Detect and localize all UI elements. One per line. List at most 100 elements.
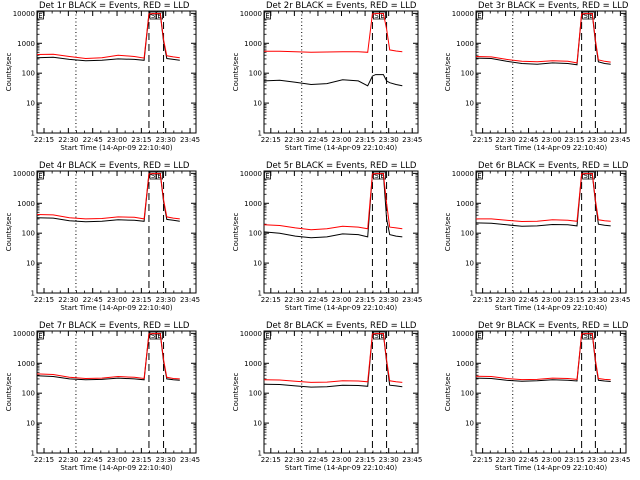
x-tick-label: 22:15	[261, 296, 281, 304]
marker-box	[156, 171, 163, 180]
x-tick-label: 23:45	[402, 136, 422, 144]
marker-label: E	[38, 332, 42, 340]
x-tick-label: 22:30	[58, 136, 78, 144]
y-axis-label: Counts/sec	[5, 53, 13, 92]
marker-label: E	[38, 12, 42, 20]
x-tick-label: 23:45	[610, 456, 630, 464]
y-tick-label: 100	[461, 70, 474, 78]
x-tick-label: 22:30	[495, 296, 515, 304]
y-tick-label: 100	[249, 390, 262, 398]
marker-label: E	[265, 332, 269, 340]
marker-box	[264, 171, 271, 180]
x-tick-label: 23:00	[107, 136, 127, 144]
series-line-lld	[36, 13, 180, 60]
x-tick-label: 23:45	[180, 296, 200, 304]
series-line-events	[36, 173, 180, 223]
marker-label: E	[380, 12, 384, 20]
y-tick-label: 10000	[240, 330, 262, 338]
marker-label: E	[157, 12, 161, 20]
marker-box	[587, 331, 595, 340]
x-tick-label: 22:45	[308, 456, 328, 464]
marker-label: S	[374, 12, 379, 20]
marker-box	[37, 331, 44, 340]
y-tick-label: 100	[461, 390, 474, 398]
y-tick-label: 1	[31, 450, 35, 458]
chart-panel-1: Det 1r BLACK = Events, RED = LLD 1 10 100 10…	[5, 1, 200, 152]
plot-frame	[36, 170, 197, 294]
y-tick-label: 10000	[240, 170, 262, 178]
chart-title: Det 1r BLACK = Events, RED = LLD	[39, 1, 190, 11]
x-tick-label: 22:30	[284, 296, 304, 304]
x-tick-label: 22:30	[495, 456, 515, 464]
x-tick-label: 22:45	[83, 456, 103, 464]
x-axis-label: Start Time (14-Apr-09 22:10:40)	[60, 304, 172, 312]
series-line-events	[475, 173, 611, 227]
series-line-lld	[36, 333, 180, 380]
y-axis-label: Counts/sec	[5, 213, 13, 252]
marker-box	[156, 331, 163, 340]
x-tick-label: 23:15	[564, 136, 584, 144]
series-line-events	[475, 333, 611, 382]
y-tick-label: 10	[253, 260, 262, 268]
marker-label: S	[374, 332, 379, 340]
series-line-events	[263, 333, 403, 388]
y-tick-label: 100	[461, 230, 474, 238]
marker-label: E	[380, 332, 384, 340]
x-tick-label: 22:15	[473, 456, 493, 464]
chart-panel-7: Det 7r BLACK = Events, RED = LLD 1 10 100 10…	[5, 321, 200, 472]
plot-frame	[36, 10, 197, 134]
series-line-lld	[264, 13, 403, 53]
x-axis-label: Start Time (14-Apr-09 22:10:40)	[60, 464, 172, 472]
y-tick-label: 1	[470, 290, 474, 298]
x-tick-label: 22:15	[261, 456, 281, 464]
x-tick-label: 23:45	[180, 456, 200, 464]
x-tick-label: 22:45	[518, 136, 538, 144]
marker-box	[149, 331, 157, 340]
x-tick-label: 23:00	[541, 456, 561, 464]
y-tick-label: 10000	[13, 330, 35, 338]
x-tick-label: 23:15	[131, 136, 151, 144]
series-line-events	[475, 13, 611, 66]
marker-label: E	[477, 172, 481, 180]
y-tick-label: 100	[22, 70, 35, 78]
chart-title: Det 9r BLACK = Events, RED = LLD	[478, 321, 629, 331]
chart-title: Det 4r BLACK = Events, RED = LLD	[39, 161, 190, 171]
x-tick-label: 22:15	[34, 136, 54, 144]
y-tick-label: 10000	[452, 330, 474, 338]
marker-box	[379, 11, 386, 20]
plot-frame	[475, 10, 627, 134]
x-tick-label: 23:45	[610, 296, 630, 304]
chart-panel-9: Det 9r BLACK = Events, RED = LLD 1 10 100 10…	[444, 321, 630, 472]
x-tick-label: 23:00	[331, 136, 351, 144]
marker-box	[264, 11, 271, 20]
x-tick-label: 23:45	[402, 296, 422, 304]
y-tick-label: 1	[258, 130, 262, 138]
y-tick-label: 1	[31, 290, 35, 298]
x-tick-label: 23:45	[180, 136, 200, 144]
marker-box	[587, 171, 595, 180]
y-tick-label: 1	[470, 450, 474, 458]
y-tick-label: 10	[26, 260, 35, 268]
marker-label: E	[265, 172, 269, 180]
y-tick-label: 10000	[452, 10, 474, 18]
y-tick-label: 10	[253, 420, 262, 428]
y-tick-label: 1000	[17, 360, 35, 368]
x-tick-label: 23:30	[379, 296, 399, 304]
series-line-lld	[263, 333, 403, 383]
marker-box	[37, 11, 44, 20]
x-tick-label: 23:30	[587, 456, 607, 464]
chart-title: Det 2r BLACK = Events, RED = LLD	[266, 1, 417, 11]
series-line-lld	[476, 173, 611, 223]
marker-box	[37, 171, 44, 180]
x-tick-label: 23:00	[107, 296, 127, 304]
chart-panel-8: Det 8r BLACK = Events, RED = LLD 1 10 100 10…	[232, 321, 422, 472]
x-tick-label: 22:15	[473, 136, 493, 144]
x-tick-label: 22:15	[34, 456, 54, 464]
marker-box	[587, 11, 595, 20]
y-tick-label: 10000	[452, 170, 474, 178]
y-axis-label: Counts/sec	[5, 373, 13, 412]
marker-label: E	[589, 332, 593, 340]
x-tick-label: 22:30	[495, 136, 515, 144]
chart-title: Det 6r BLACK = Events, RED = LLD	[478, 161, 629, 171]
